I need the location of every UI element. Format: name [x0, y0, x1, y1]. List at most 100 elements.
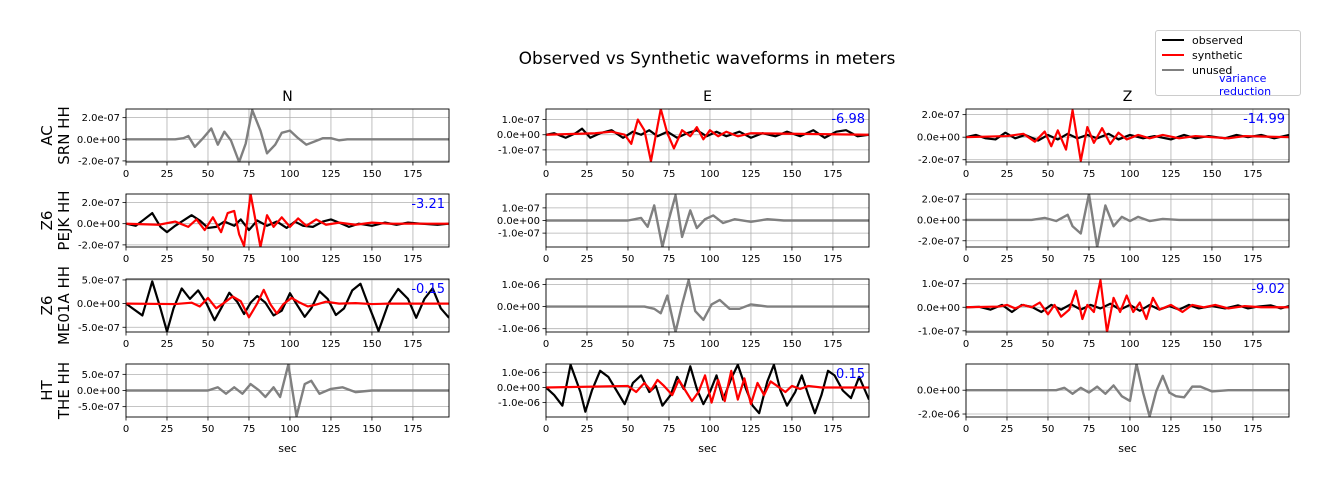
x-tick-label: 125 [1161, 339, 1180, 350]
x-tick-label: 175 [1243, 254, 1262, 265]
x-tick-label: 100 [1120, 254, 1139, 265]
x-tick-label: 175 [823, 424, 842, 435]
x-axis-label: sec [1118, 442, 1137, 455]
x-tick-label: 125 [741, 254, 760, 265]
x-tick-label: 75 [663, 339, 676, 350]
y-tick-label: 0.0e+00 [917, 133, 960, 144]
y-tick-label: 0.0e+00 [77, 219, 120, 230]
y-tick-label: 1.0e-07 [502, 203, 540, 214]
x-tick-label: 150 [362, 424, 381, 435]
x-tick-label: 100 [700, 169, 719, 180]
x-tick-label: 0 [123, 339, 129, 350]
x-tick-label: 75 [243, 339, 256, 350]
panel-frame [965, 278, 1290, 333]
x-tick-label: 0 [123, 254, 129, 265]
y-tick-label: -1.0e-07 [498, 145, 540, 156]
x-tick-label: 25 [1001, 169, 1014, 180]
y-tick-label: 1.0e-06 [502, 280, 540, 291]
observed-trace [126, 211, 449, 234]
x-tick-label: 125 [321, 254, 340, 265]
station-network-label: Z6 [38, 296, 56, 316]
x-tick-label: 25 [581, 424, 594, 435]
waveform-panels: 0 25 50 75 100 125 150 175 -2.0e-07 0.0e+00 2.0e-0… [77, 108, 1290, 435]
x-tick-label: 175 [403, 254, 422, 265]
panel-traces [966, 194, 1289, 247]
synthetic-trace [966, 279, 1289, 332]
station-name-label: SRN HH [55, 106, 73, 165]
y-tick-label: 0.0e+00 [77, 386, 120, 397]
x-tick-label: 150 [362, 254, 381, 265]
x-tick-label: 0 [543, 424, 549, 435]
x-tick-label: 125 [321, 339, 340, 350]
x-tick-label: 125 [741, 169, 760, 180]
x-tick-label: 50 [202, 169, 215, 180]
x-tick-label: 100 [1120, 339, 1139, 350]
x-tick-label: 75 [243, 424, 256, 435]
x-tick-label: 50 [1042, 254, 1055, 265]
station-name-label: PEJK HH [55, 190, 73, 250]
legend-label-observed: observed [1192, 33, 1243, 47]
station-network-label: AC [38, 125, 56, 145]
panel-traces [966, 279, 1289, 332]
x-tick-label: 75 [1083, 169, 1096, 180]
y-tick-label: 0.0e+00 [917, 386, 960, 397]
x-tick-label: 25 [161, 169, 174, 180]
panel-frame [545, 278, 870, 333]
station-label-0: AC SRN HH [38, 106, 73, 165]
x-tick-label: 100 [280, 169, 299, 180]
panel-traces [546, 364, 869, 415]
legend-item-synthetic: synthetic [1162, 48, 1243, 62]
x-tick-label: 100 [700, 254, 719, 265]
panel-traces [546, 279, 869, 332]
y-tick-label: 1.0e-07 [922, 279, 960, 290]
x-tick-label: 50 [622, 339, 635, 350]
unused-trace [546, 194, 869, 247]
panel-traces [966, 364, 1289, 417]
panel-r0-c1: 0 25 50 75 100 125 150 175 -1.0e-07 0.0e+00 1.0e-0… [497, 108, 870, 180]
x-tick-label: 25 [581, 339, 594, 350]
panel-r2-c1: 0 25 50 75 100 125 150 175 -1.0e-06 0.0e+00 1.0e-0… [497, 278, 870, 350]
synthetic-trace [126, 288, 449, 319]
legend-swatch-unused [1162, 69, 1184, 71]
x-tick-label: 125 [321, 424, 340, 435]
x-tick-label: 75 [663, 254, 676, 265]
panel-frame [125, 193, 450, 248]
x-tick-label: 175 [823, 339, 842, 350]
y-tick-label: 2.0e-07 [922, 110, 960, 121]
panel-traces [126, 364, 449, 417]
panel-r3-c1: 0 25 50 75 100 125 150 175 -1.0e-06 0.0e+00 1.0e-0… [497, 363, 870, 435]
x-tick-label: 175 [403, 339, 422, 350]
unused-trace [546, 279, 869, 332]
observed-trace [546, 127, 869, 139]
y-tick-label: 0.0e+00 [497, 130, 540, 141]
x-tick-label: 125 [1161, 169, 1180, 180]
observed-trace [126, 280, 449, 332]
panel-frame [545, 363, 870, 418]
figure-title: Observed vs Synthetic waveforms in meter… [519, 49, 896, 69]
x-tick-label: 75 [663, 169, 676, 180]
column-title-e: E [703, 89, 712, 105]
y-tick-label: 0.0e+00 [497, 383, 540, 394]
panel-frame [965, 193, 1290, 248]
variance-reduction-value: -14.99 [1243, 112, 1285, 127]
x-tick-label: 100 [700, 339, 719, 350]
y-tick-label: 2.0e-07 [82, 198, 120, 209]
x-tick-label: 25 [161, 339, 174, 350]
legend-item-observed: observed [1162, 33, 1243, 47]
panel-traces [546, 194, 869, 247]
x-tick-label: 125 [321, 169, 340, 180]
x-tick-label: 175 [823, 254, 842, 265]
station-label-2: Z6 ME01A HH [38, 266, 73, 345]
x-tick-label: 100 [280, 254, 299, 265]
station-label-1: Z6 PEJK HH [38, 190, 73, 250]
x-tick-label: 50 [202, 254, 215, 265]
column-title-z: Z [1123, 89, 1133, 105]
legend-swatch-synthetic [1162, 54, 1184, 56]
panel-frame [125, 278, 450, 333]
station-name-label: THE HH [55, 362, 73, 420]
x-tick-label: 0 [963, 254, 969, 265]
x-tick-label: 100 [280, 339, 299, 350]
x-tick-label: 150 [1202, 339, 1221, 350]
